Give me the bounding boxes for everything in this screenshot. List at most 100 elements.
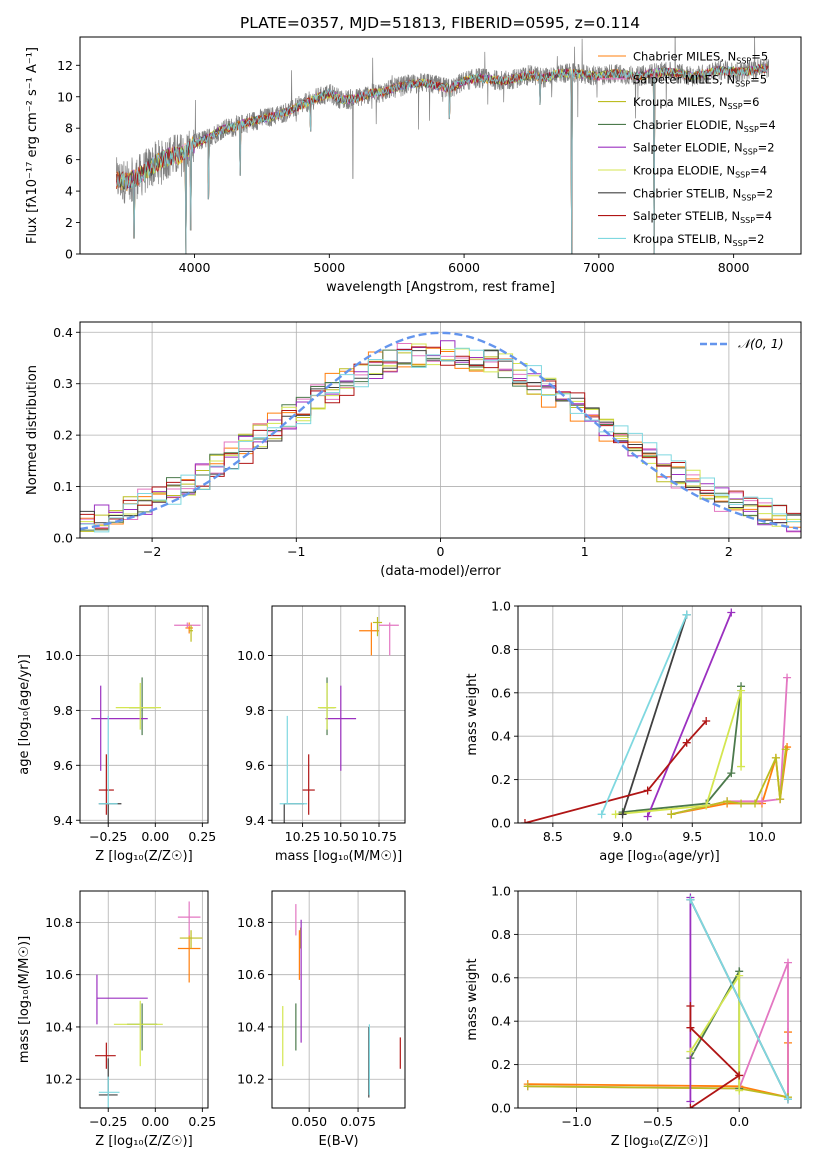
mass-weight-vs-age-marker-salpeter-miles <box>757 797 766 806</box>
mass-vs-Z-frame <box>79 890 209 1109</box>
mass-vs-Z-xtick-label: −0.25 <box>89 1114 127 1129</box>
age-vs-Z-panel: −0.25 0.00 0.25 9.4 9.6 9.8 10.0 Z [log₁₀(Z/Z☉)… <box>17 605 216 864</box>
mass-weight-vs-age-marker-kroupa-miles <box>737 799 746 808</box>
spectrum-legend: Chabrier MILES, NSSP=5 Salpeter MILES, NS… <box>598 50 776 248</box>
residuals-xtick-label: 1 <box>581 544 589 559</box>
age-vs-Z-xtick-label: 0.25 <box>188 829 216 844</box>
mass-weight-vs-age-xtick-label: 10.0 <box>748 829 776 844</box>
spectrum-ytick-label: 12 <box>57 58 73 73</box>
mass-weight-vs-age-ytick-label: 0.6 <box>491 685 511 700</box>
mass-weight-vs-age-marker-kroupa-miles <box>723 797 732 806</box>
age-vs-mass-ytick-label: 9.4 <box>245 813 265 828</box>
spectrum-xtick-label: 7000 <box>583 260 615 275</box>
mass-vs-ebv-xtick-label: 0.050 <box>291 1114 327 1129</box>
mass-weight-vs-Z-marker-kroupa-elodie <box>735 1086 744 1095</box>
age-vs-Z-ytick-label: 9.8 <box>53 703 73 718</box>
legend-label-salpeter-stelib: Salpeter STELIB, NSSP=4 <box>633 209 772 225</box>
age-vs-Z-ytick-label: 10.0 <box>45 648 73 663</box>
mass-weight-vs-Z-marker-kroupa-elodie <box>686 1047 695 1056</box>
residuals-xtick-label: 2 <box>725 544 733 559</box>
spectrum-xtick-label: 8000 <box>718 260 750 275</box>
mass-weight-vs-age-lines <box>520 608 792 823</box>
age-vs-mass-xtick-label: 10.50 <box>323 829 359 844</box>
spectrum-lines <box>116 37 770 254</box>
mass-weight-vs-age-line-salpeter-elodie <box>646 612 733 817</box>
residuals-ytick-label: 0.1 <box>53 479 73 494</box>
histogram-kroupa-stelib <box>80 347 801 538</box>
spectrum-xtick-label: 4000 <box>179 260 211 275</box>
mass-weight-vs-age-marker-kroupa-miles <box>667 810 676 819</box>
spectrum-frame <box>79 36 802 255</box>
mass-vs-Z-panel: −0.25 0.00 0.25 10.2 10.4 10.6 10.8 Z [log₁₀(Z/… <box>17 890 216 1149</box>
mass-vs-Z-ytick-label: 10.6 <box>45 967 73 982</box>
mass-vs-ebv-ytick-label: 10.6 <box>237 967 265 982</box>
mass-vs-ebv-ytick-label: 10.4 <box>237 1019 265 1034</box>
spectrum-xtick-label: 6000 <box>448 260 480 275</box>
mass-vs-ebv-points <box>282 904 401 1098</box>
mass-vs-Z-ylabel: mass [log₁₀(M/M☉)] <box>17 936 32 1063</box>
mass-weight-vs-age-xtick-label: 9.0 <box>613 829 633 844</box>
spectrum-ytick-label: 0 <box>65 247 73 262</box>
residuals-xtick-label: 0 <box>437 544 445 559</box>
age-vs-Z-ytick-label: 9.4 <box>53 813 73 828</box>
mass-weight-vs-age-ytick-label: 0.8 <box>491 642 511 657</box>
age-vs-mass-frame <box>271 605 406 824</box>
mass-weight-vs-Z-frame <box>517 890 802 1109</box>
mass-weight-vs-age-line-kroupa-elodie <box>615 690 742 816</box>
legend-label-chabrier-miles: Chabrier MILES, NSSP=5 <box>633 50 768 66</box>
legend-label-salpeter-elodie: Salpeter ELODIE, NSSP=2 <box>633 141 775 157</box>
mass-weight-vs-age-marker-salpeter-stelib <box>520 819 529 823</box>
mass-vs-Z-ytick-label: 10.2 <box>45 1072 73 1087</box>
mass-weight-vs-Z-ylabel: mass weight <box>465 958 480 1040</box>
legend-label-kroupa-elodie: Kroupa ELODIE, NSSP=4 <box>633 164 767 180</box>
mass-vs-Z-ytick-label: 10.4 <box>45 1019 73 1034</box>
mass-weight-vs-age-ylabel: mass weight <box>465 673 480 755</box>
legend-label-kroupa-stelib: Kroupa STELIB, NSSP=2 <box>633 232 764 248</box>
mass-weight-vs-Z-xlabel: Z [log₁₀(Z/Z☉)] <box>611 1134 708 1149</box>
residuals-xlabel: (data-model)/error <box>380 564 501 579</box>
mass-weight-vs-age-marker-salpeter-stelib <box>643 786 652 795</box>
mass-weight-vs-age-line-chabrier-stelib <box>621 614 688 815</box>
mass-weight-vs-age-ytick-label: 0.4 <box>491 729 511 744</box>
mass-weight-vs-age-xtick-label: 9.5 <box>682 829 702 844</box>
mass-weight-vs-age-ytick-label: 1.0 <box>491 599 511 614</box>
reference-normal-curve <box>80 331 799 531</box>
mass-vs-ebv-panel: 0.050 0.075 10.2 10.4 10.6 10.8 E(B-V) <box>237 890 406 1149</box>
mass-weight-vs-age-marker-salpeter-stelib <box>702 717 711 726</box>
mass-weight-vs-age-marker-kroupa-miles <box>750 799 759 808</box>
mass-weight-vs-Z-line-kroupa-stelib <box>689 899 789 1100</box>
age-vs-Z-points <box>91 622 201 823</box>
age-vs-Z-ylabel: age [log₁₀(age/yr)] <box>17 654 32 775</box>
mass-vs-ebv-ytick-label: 10.8 <box>237 915 265 930</box>
mass-weight-vs-Z-marker-kroupa-miles <box>523 1082 532 1091</box>
mass-vs-Z-ytick-label: 10.8 <box>45 915 73 930</box>
spectrum-ytick-label: 6 <box>65 152 73 167</box>
mass-weight-vs-age-panel: 8.5 9.0 9.5 10.0 0.0 0.2 0.4 0.6 0.8 1.0 age [log₁… <box>465 599 802 864</box>
residuals-xtick-label: −1 <box>287 544 305 559</box>
mass-weight-vs-age-marker-kroupa-elodie <box>702 801 711 810</box>
mass-weight-vs-age-marker-kroupa-elodie <box>737 686 746 695</box>
residuals-panel: −2 −1 0 1 2 0.0 0.1 0.2 0.3 0.4 (data-model)/error… <box>25 321 802 579</box>
spectrum-ylabel: Flux [fλ10⁻¹⁷ erg cm⁻² s⁻¹ A⁻¹] <box>25 47 40 244</box>
mass-weight-vs-age-ytick-label: 0.2 <box>491 772 511 787</box>
mass-vs-ebv-xlabel: E(B-V) <box>318 1134 358 1149</box>
legend-label-chabrier-elodie: Chabrier ELODIE, NSSP=4 <box>633 118 776 134</box>
residuals-histograms <box>80 331 801 538</box>
spectrum-model-kroupa-stelib <box>116 64 769 254</box>
mass-weight-vs-Z-ytick-label: 0.8 <box>491 927 511 942</box>
spectrum-xlabel: wavelength [Angstrom, rest frame] <box>326 280 555 295</box>
age-vs-mass-ytick-label: 9.6 <box>245 758 265 773</box>
mass-weight-vs-age-marker-kroupa-miles <box>781 745 790 754</box>
age-vs-mass-points <box>279 616 399 823</box>
mass-weight-vs-age-marker-kroupa-stelib <box>597 810 606 819</box>
age-vs-Z-xtick-label: 0.00 <box>141 829 169 844</box>
mass-weight-vs-Z-xtick-label: 0.0 <box>729 1114 749 1129</box>
residuals-ytick-label: 0.3 <box>53 376 73 391</box>
mass-weight-vs-Z-marker-kroupa-elodie <box>735 971 744 980</box>
figure-title: PLATE=0357, MJD=51813, FIBERID=0595, z=0… <box>240 14 640 32</box>
legend-label-normal: 𝒩(0, 1) <box>738 336 784 351</box>
mass-vs-ebv-xtick-label: 0.075 <box>340 1114 376 1129</box>
legend-label-kroupa-miles: Kroupa MILES, NSSP=6 <box>633 95 759 111</box>
mass-weight-vs-age-marker-kroupa-miles <box>771 753 780 762</box>
